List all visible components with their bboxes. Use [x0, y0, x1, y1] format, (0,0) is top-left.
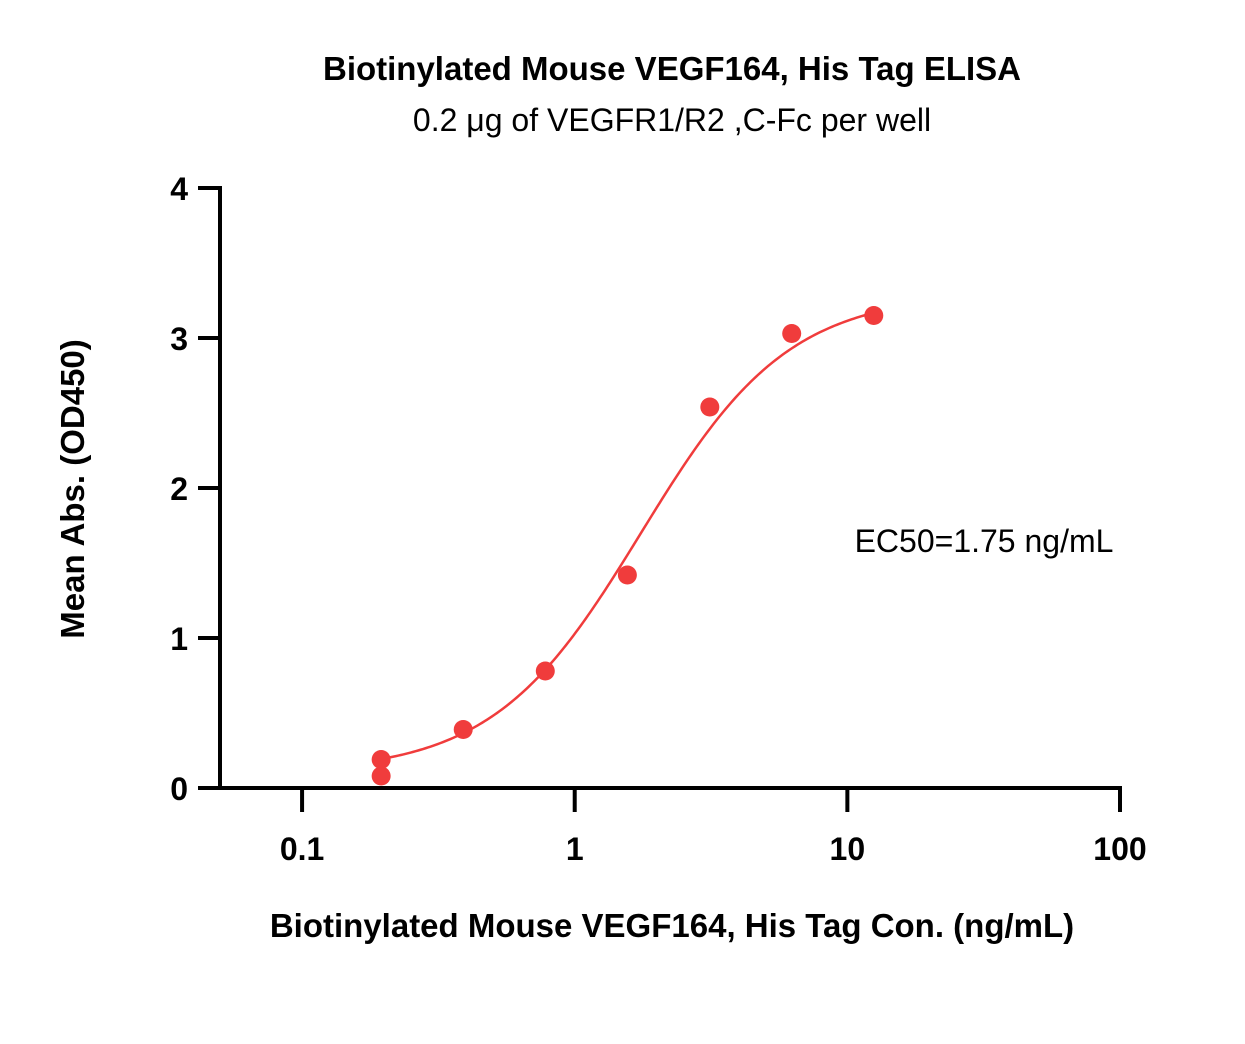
y-tick-label: 4 [170, 171, 188, 207]
data-point [617, 565, 637, 585]
y-tick-label: 1 [170, 621, 188, 657]
x-axis-label: Biotinylated Mouse VEGF164, His Tag Con.… [270, 907, 1074, 944]
y-axis-label: Mean Abs. (OD450) [54, 339, 91, 639]
data-point [700, 397, 720, 417]
data-point [453, 720, 473, 739]
chart-subtitle: 0.2 μg of VEGFR1/R2 ,C-Fc per well [413, 102, 931, 138]
data-point [864, 306, 884, 325]
ec50-annotation: EC50=1.75 ng/mL [855, 523, 1114, 559]
data-points [371, 306, 884, 786]
x-tick-label: 100 [1093, 831, 1146, 867]
y-axis: 0 1 2 3 4 [170, 171, 222, 807]
x-axis: 0.1 1 10 100 [198, 786, 1147, 867]
x-tick-label: 0.1 [280, 831, 324, 867]
data-point [371, 750, 391, 769]
y-tick-label: 2 [170, 471, 188, 507]
data-point [371, 766, 391, 786]
y-tick-label: 3 [170, 321, 188, 357]
fit-curve [380, 311, 875, 761]
data-point [535, 661, 555, 681]
x-tick-label: 1 [566, 831, 584, 867]
x-tick-label: 10 [830, 831, 866, 867]
chart-title: Biotinylated Mouse VEGF164, His Tag ELIS… [323, 50, 1021, 87]
y-tick-label: 0 [170, 771, 188, 807]
data-point [782, 324, 802, 343]
